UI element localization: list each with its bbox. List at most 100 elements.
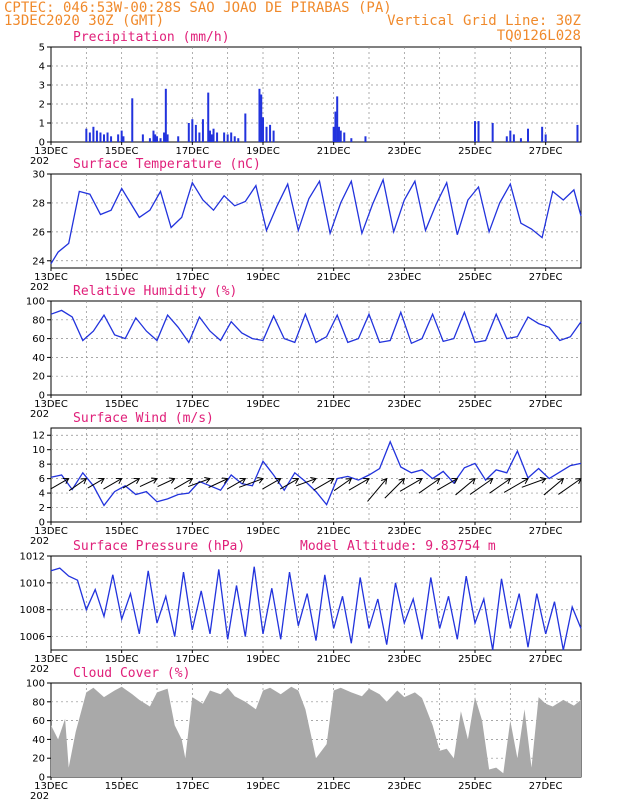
- precipitation-bar: [117, 134, 120, 142]
- y-tick-label: 1006: [20, 632, 45, 643]
- panel-title: Cloud Cover (%): [73, 666, 190, 681]
- y-tick-label: 100: [26, 679, 45, 690]
- precipitation-bar: [262, 117, 264, 142]
- x-tick-label: 15DEC: [105, 399, 139, 410]
- precipitation-bar: [474, 121, 476, 142]
- humidity-panel: 0 20 40 60 80 100 13DEC 15DEC 17DEC 19DEC 21DEC 23D…: [26, 284, 582, 420]
- wind-arrow: [313, 478, 335, 491]
- y-tick-label: 3: [39, 81, 45, 92]
- precipitation-bar: [258, 88, 261, 142]
- x-tick-label: 23DEC: [387, 526, 421, 537]
- x-tick-label: 19DEC: [246, 526, 280, 537]
- y-tick-label: 2: [39, 503, 45, 514]
- precipitation-bar: [216, 132, 219, 142]
- precipitation-bar: [191, 119, 194, 142]
- precipitation-bar: [141, 134, 144, 142]
- y-tick-label: 20: [32, 372, 45, 383]
- precipitation-bar: [163, 132, 166, 142]
- x-tick-label: 21DEC: [317, 399, 351, 410]
- precipitation-bar: [336, 96, 339, 142]
- x-tick-label: 15DEC: [105, 781, 139, 792]
- y-tick-label: 40: [32, 353, 45, 364]
- precipitation-bar: [505, 136, 508, 142]
- wind-arrow: [50, 478, 70, 490]
- y-tick-label: 0: [39, 138, 45, 149]
- plot-frame: [50, 427, 582, 523]
- wind-arrow: [103, 478, 123, 490]
- wind-arrow: [208, 477, 229, 488]
- precipitation-bar: [85, 128, 88, 142]
- precipitation-bar: [269, 124, 272, 142]
- precipitation-bar: [187, 123, 190, 142]
- precipitation-bar: [233, 136, 236, 142]
- precipitation-bar: [350, 138, 353, 142]
- precipitation-bar: [209, 130, 211, 142]
- x-tick-label: 19DEC: [246, 399, 280, 410]
- precipitation-bar: [194, 124, 197, 142]
- x-tick-label: 21DEC: [317, 146, 351, 157]
- x-tick-label: 21DEC: [317, 272, 351, 283]
- x-tick-label: 17DEC: [175, 399, 209, 410]
- x-tick-label: 13DEC: [34, 272, 68, 283]
- panel-title: Surface Pressure (hPa): [73, 539, 245, 554]
- wind-arrow: [296, 477, 317, 487]
- x-tick-label: 27DEC: [529, 654, 563, 665]
- precipitation-bar: [198, 132, 201, 142]
- wind-panel: 0 2 4 6 8 10 12 13DEC 15DEC 17DEC 19DEC 21DEC 23DEC 2…: [30, 411, 582, 547]
- wind-arrow: [122, 478, 141, 489]
- y-tick-label: 2: [39, 100, 45, 111]
- x-tick-label: 21DEC: [317, 526, 351, 537]
- precipitation-panel: 0 1 2 3 4 5 13DEC 15DEC 17DEC 19DEC 21DEC 23DEC 25DE…: [30, 30, 582, 167]
- y-tick-label: 26: [32, 227, 45, 238]
- x-tick-label: 21DEC: [317, 781, 351, 792]
- panel-title: Precipitation (mm/h): [73, 30, 230, 45]
- y-tick-label: 30: [32, 170, 45, 181]
- precipitation-bar: [272, 130, 275, 142]
- x-tick-label: 25DEC: [458, 272, 492, 283]
- precipitation-bar: [207, 92, 210, 142]
- precipitation-bar: [106, 132, 109, 142]
- y-tick-label: 4: [39, 489, 45, 500]
- precipitation-bar: [110, 136, 113, 142]
- precipitation-bar: [95, 130, 98, 142]
- header-station: CPTEC: 046:53W-00:28S SAO JOAO DE PIRABA…: [4, 0, 392, 16]
- y-tick-label: 0: [39, 391, 45, 402]
- precipitation-bar: [103, 134, 105, 142]
- y-tick-label: 6: [39, 474, 45, 485]
- x-tick-label: 17DEC: [175, 526, 209, 537]
- precipitation-bar: [223, 132, 226, 142]
- cloud-cover-area: [51, 686, 581, 777]
- y-tick-label: 80: [32, 315, 45, 326]
- precipitation-bar: [337, 126, 340, 142]
- plot-frame: [50, 300, 582, 396]
- x-tick-label: 27DEC: [529, 526, 563, 537]
- x-tick-label: 23DEC: [387, 146, 421, 157]
- plot-frame: [50, 46, 582, 143]
- model-altitude-label: Model Altitude: 9.83754 m: [300, 539, 496, 554]
- x-tick-label: 13DEC: [34, 146, 68, 157]
- wind-arrow: [226, 478, 247, 490]
- precipitation-bar: [88, 132, 91, 142]
- x-tick-label: 27DEC: [529, 146, 563, 157]
- x-tick-label: 27DEC: [529, 399, 563, 410]
- precipitation-bar: [519, 138, 522, 142]
- x-tick-label: 25DEC: [458, 654, 492, 665]
- x-tick-label: 23DEC: [387, 654, 421, 665]
- wind-arrow: [469, 478, 494, 495]
- y-tick-label: 1010: [20, 578, 45, 589]
- precipitation-bar: [265, 126, 268, 142]
- x-tick-label: 15DEC: [105, 526, 139, 537]
- x-tick-label: 23DEC: [387, 399, 421, 410]
- precipitation-bar: [244, 113, 247, 142]
- x-tick-label: 19DEC: [246, 781, 280, 792]
- x-year-label: 202: [30, 791, 49, 800]
- precipitation-bar: [230, 132, 233, 142]
- precipitation-bar: [512, 134, 515, 142]
- x-tick-label: 13DEC: [34, 526, 68, 537]
- precipitation-bar: [237, 138, 240, 142]
- header-vertical-grid-line: Vertical Grid Line: 30Z: [387, 13, 581, 29]
- wind-arrow: [238, 477, 264, 488]
- precipitation-bar: [201, 119, 204, 142]
- precipitation-bar: [509, 130, 512, 142]
- wind-arrow: [157, 477, 176, 488]
